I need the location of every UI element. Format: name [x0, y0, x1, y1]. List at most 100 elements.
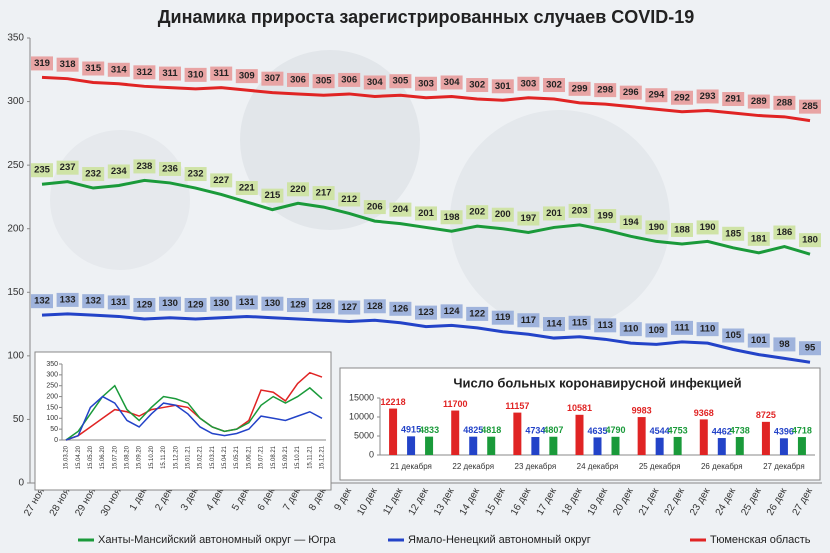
- x-tick-label: 21 декабря: [390, 462, 432, 471]
- value-label-bg: [338, 192, 361, 207]
- value-label-bg: [594, 83, 617, 98]
- value-label: 109: [648, 325, 664, 336]
- value-label-bg: [312, 299, 335, 314]
- value-label: 202: [469, 207, 485, 218]
- x-tick-label: 15.03.21: [210, 445, 216, 469]
- value-label-bg: [645, 220, 668, 235]
- value-label: 309: [239, 71, 255, 82]
- bar: [761, 421, 770, 455]
- value-label: 4915: [401, 425, 421, 435]
- y-tick-label: 0: [369, 449, 374, 459]
- value-label: 95: [805, 343, 816, 354]
- y-tick-label: 5000: [354, 430, 374, 440]
- value-label: 190: [648, 222, 664, 233]
- value-label: 110: [700, 324, 715, 335]
- value-label-bg: [287, 72, 309, 87]
- value-label: 105: [725, 330, 742, 341]
- value-label-bg: [31, 56, 53, 71]
- value-label: 232: [85, 169, 101, 180]
- x-tick-label: 15.06.20: [100, 445, 106, 469]
- y-tick-label: 50: [13, 414, 25, 425]
- value-label: 4790: [605, 425, 625, 435]
- bar: [389, 408, 398, 455]
- value-label: 11157: [505, 401, 529, 411]
- value-label-bg: [159, 296, 181, 311]
- bar: [797, 437, 806, 455]
- y-tick-label: 10000: [349, 411, 374, 421]
- x-tick-label: 15.10.20: [149, 445, 155, 469]
- value-label: 4753: [668, 425, 688, 435]
- value-label: 117: [521, 315, 536, 326]
- bar: [779, 438, 788, 455]
- y-tick-label: 350: [46, 361, 58, 368]
- y-tick-label: 15000: [349, 392, 374, 402]
- value-label: 190: [700, 222, 716, 233]
- x-tick-label: 15.02.21: [198, 445, 204, 469]
- y-tick-label: 100: [7, 350, 24, 361]
- y-tick-label: 250: [7, 160, 24, 171]
- value-label: 4734: [525, 425, 545, 435]
- legend-label: Ханты-Мансийский автономный округ — Югра: [98, 534, 337, 546]
- value-label-bg: [338, 72, 361, 87]
- value-label: 304: [444, 77, 461, 88]
- value-label-bg: [696, 89, 719, 104]
- bar: [673, 436, 682, 455]
- value-label: 12218: [381, 397, 406, 407]
- bar: [637, 417, 646, 455]
- value-label-bg: [235, 69, 258, 84]
- value-label-bg: [773, 95, 796, 110]
- y-tick-label: 300: [7, 96, 24, 107]
- value-label-bg: [415, 305, 437, 320]
- value-label-bg: [799, 99, 821, 114]
- value-label: 289: [751, 96, 767, 107]
- value-label: 4807: [543, 425, 563, 435]
- value-label-bg: [722, 92, 745, 107]
- bar: [593, 437, 602, 455]
- value-label: 288: [776, 97, 792, 108]
- value-label: 236: [162, 163, 178, 174]
- x-tick-label: 26 декабря: [701, 462, 743, 471]
- value-label-bg: [466, 78, 489, 93]
- bar: [611, 436, 620, 455]
- value-label-bg: [389, 301, 412, 316]
- value-label: 303: [520, 78, 536, 89]
- value-label-bg: [773, 225, 796, 240]
- value-label: 206: [367, 202, 383, 213]
- y-tick-label: 200: [46, 393, 58, 400]
- x-tick-label: 15.05.21: [234, 445, 240, 469]
- value-label: 8725: [756, 410, 776, 420]
- bar: [407, 436, 416, 455]
- value-label: 10581: [567, 403, 592, 413]
- bar: [487, 436, 496, 455]
- x-tick-label: 24 декабря: [577, 462, 619, 471]
- value-label: 292: [674, 92, 690, 103]
- inset-bar-chart: Число больных коронавирусной инфекцией 0 5…: [349, 375, 815, 471]
- value-label: 215: [264, 190, 281, 201]
- value-label: 293: [700, 91, 716, 102]
- value-label: 315: [85, 63, 102, 74]
- series-line: [41, 312, 811, 364]
- value-label-bg: [210, 173, 233, 188]
- value-label-bg: [31, 294, 53, 309]
- value-label-bg: [210, 296, 233, 311]
- x-tick-label: 27 декабря: [763, 462, 805, 471]
- value-label: 291: [725, 94, 742, 105]
- value-label: 186: [776, 227, 792, 238]
- y-tick-label: 300: [46, 372, 58, 379]
- value-label-bg: [671, 320, 693, 335]
- value-label-bg: [133, 297, 156, 312]
- value-label: 200: [495, 209, 511, 220]
- legend-label: Ямало-Ненецкий автономный округ: [408, 534, 591, 546]
- value-label: 199: [597, 211, 613, 222]
- value-label-bg: [517, 211, 540, 226]
- series-line: [65, 371, 323, 441]
- value-label: 119: [495, 312, 510, 323]
- value-label: 303: [418, 78, 434, 89]
- series-line: [65, 395, 323, 441]
- x-tick-label: 15.07.20: [112, 445, 118, 469]
- x-tick-label: 15.03.20: [64, 445, 70, 469]
- value-label: 302: [469, 80, 485, 91]
- x-tick-label: 15.05.20: [88, 445, 94, 469]
- value-label: 132: [85, 296, 101, 307]
- value-label-bg: [133, 65, 156, 80]
